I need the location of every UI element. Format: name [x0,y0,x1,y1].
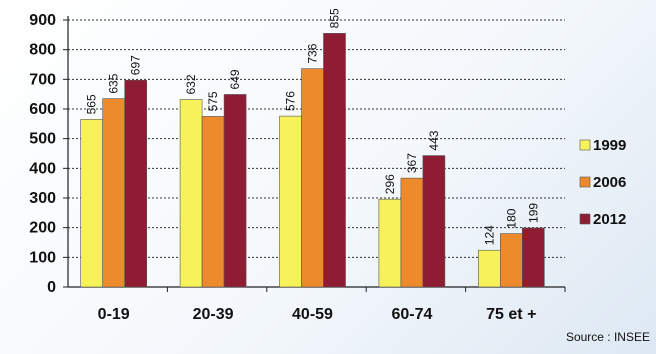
data-label: 649 [228,69,242,89]
y-tick-label: 300 [29,190,56,207]
bar-1999-60-74 [378,198,402,288]
category-label: 20-39 [193,306,234,323]
bar-2006-60-74 [400,177,424,288]
legend-label: 2006 [593,174,626,191]
category-label: 0-19 [98,306,130,323]
bar-2012-60-74 [422,155,446,288]
bar-2006-0-19 [102,98,125,288]
data-label: 632 [184,74,198,94]
y-tick-label: 100 [29,249,56,266]
legend-swatch-2006 [579,176,591,188]
data-label: 296 [383,174,397,194]
y-tick-label: 400 [29,160,56,177]
bar-1999-0-19 [80,119,103,288]
source-note: Source : INSEE [566,330,650,344]
y-tick-label: 600 [29,101,56,118]
bar-1999-75et+ [477,249,501,288]
bar-2012-20-39 [223,94,247,288]
data-label: 697 [129,55,143,75]
data-label: 736 [306,43,320,63]
category-label: 60-74 [391,306,432,323]
y-tick-label: 0 [47,279,56,296]
data-label: 855 [328,8,342,28]
legend-swatch-2012 [579,213,591,225]
data-label: 635 [107,73,121,93]
bar-2012-40-59 [323,33,346,288]
category-label: 40-59 [292,306,333,323]
y-tick-label: 200 [29,220,56,237]
data-label: 180 [504,208,518,228]
legend-label: 1999 [593,137,626,154]
bar-1999-40-59 [279,115,302,288]
data-label: 367 [405,153,419,173]
y-tick-label: 500 [29,131,56,148]
data-label: 565 [85,94,99,114]
y-tick-label: 700 [29,71,56,88]
data-label: 575 [206,91,220,111]
y-tick-label: 900 [29,12,56,29]
data-label: 124 [482,225,496,245]
bar-2006-40-59 [301,68,324,288]
data-label: 576 [284,91,298,111]
bar-2012-75et+ [521,227,545,288]
legend-swatch-1999 [579,139,591,151]
bar-2012-0-19 [124,79,147,288]
bar-2006-20-39 [201,116,225,288]
data-label: 199 [526,203,540,223]
bar-2006-75et+ [499,233,523,288]
legend-label: 2012 [593,211,626,228]
data-label: 443 [427,130,441,150]
category-label: 75 et + [486,306,536,323]
y-tick-label: 800 [29,42,56,59]
bar-1999-20-39 [179,99,203,288]
